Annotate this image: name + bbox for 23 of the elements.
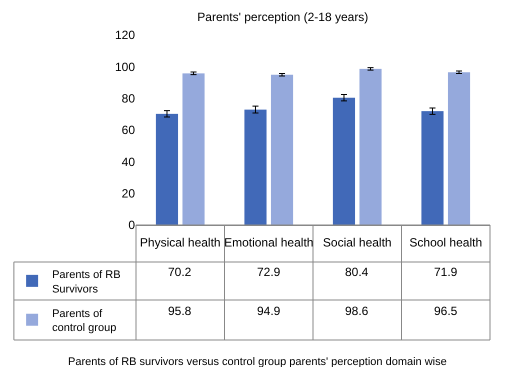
- y-tick-label: 80: [122, 92, 136, 106]
- data-label: 71.9: [434, 265, 458, 279]
- chart-title: Parents' perception (2-18 years): [197, 10, 368, 24]
- text: Parents of RB survivors versus control group parents' perception domain wise: [68, 356, 447, 367]
- data-label: 80.4: [345, 265, 369, 279]
- data-label: 72.9: [257, 265, 281, 279]
- legend-label: Parents of control group: [52, 308, 116, 334]
- y-tick-label: 120: [114, 28, 136, 42]
- x-tick-label: School health: [409, 235, 482, 250]
- data-label: 70.2: [168, 265, 192, 279]
- data-label: 94.9: [257, 304, 281, 318]
- x-tick-label: Emotional health: [224, 235, 314, 250]
- x-tick-label: Physical health: [140, 235, 221, 250]
- x-tick-label: Social health: [322, 235, 392, 250]
- y-tick-label: 60: [122, 123, 136, 138]
- y-tick-label: 40: [122, 154, 136, 169]
- data-label: 96.5: [434, 304, 458, 318]
- data-label: 98.6: [345, 304, 369, 318]
- data-label: 95.8: [168, 304, 192, 318]
- y-tick-label: 20: [122, 186, 136, 201]
- y-tick-label: 0: [128, 218, 136, 232]
- y-tick-label: 100: [114, 60, 136, 74]
- legend-label: Parents of RB Survivors: [52, 268, 121, 296]
